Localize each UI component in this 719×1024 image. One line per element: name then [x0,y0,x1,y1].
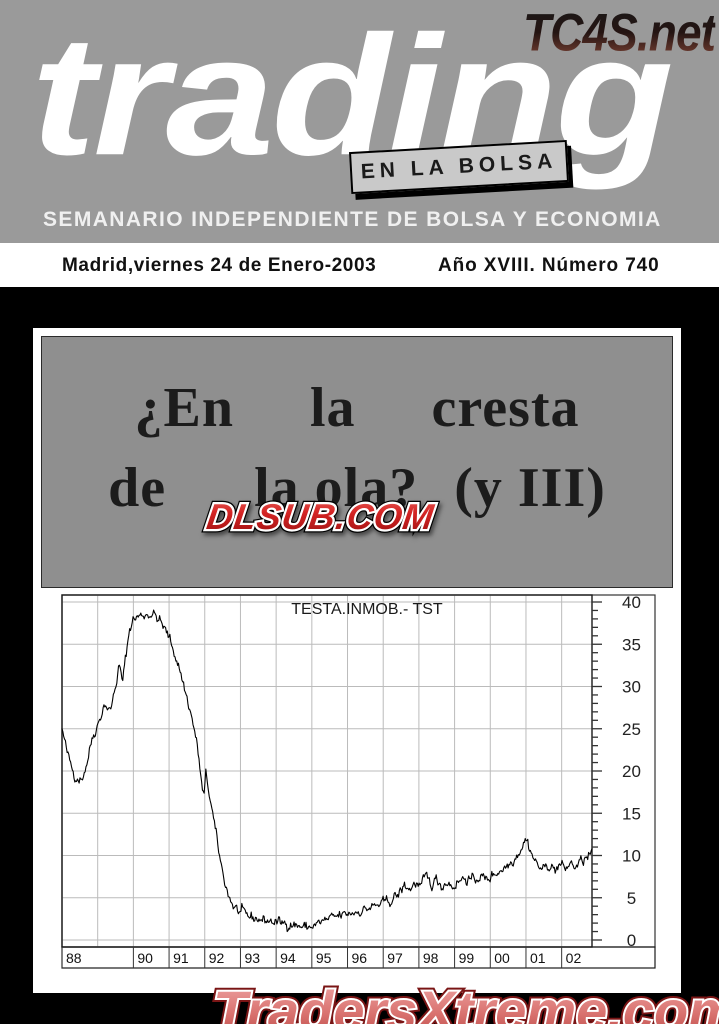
svg-text:95: 95 [316,950,332,966]
svg-text:96: 96 [352,950,368,966]
svg-text:92: 92 [209,950,225,966]
svg-text:90: 90 [137,950,153,966]
svg-text:93: 93 [244,950,260,966]
svg-text:TESTA.INMOB.- TST: TESTA.INMOB.- TST [291,601,443,618]
svg-text:40: 40 [622,593,641,612]
svg-text:02: 02 [566,950,582,966]
svg-text:10: 10 [622,847,641,866]
svg-text:00: 00 [494,950,510,966]
svg-text:01: 01 [530,950,546,966]
svg-text:30: 30 [622,678,641,697]
svg-text:91: 91 [173,950,189,966]
svg-text:99: 99 [459,950,475,966]
svg-text:15: 15 [622,804,641,823]
svg-text:5: 5 [627,889,636,908]
svg-text:98: 98 [423,950,439,966]
svg-text:0: 0 [627,931,636,950]
svg-text:20: 20 [622,762,641,781]
svg-text:97: 97 [387,950,403,966]
svg-text:94: 94 [280,950,296,966]
svg-text:25: 25 [622,720,641,739]
svg-text:88: 88 [66,950,82,966]
svg-text:35: 35 [622,635,641,654]
